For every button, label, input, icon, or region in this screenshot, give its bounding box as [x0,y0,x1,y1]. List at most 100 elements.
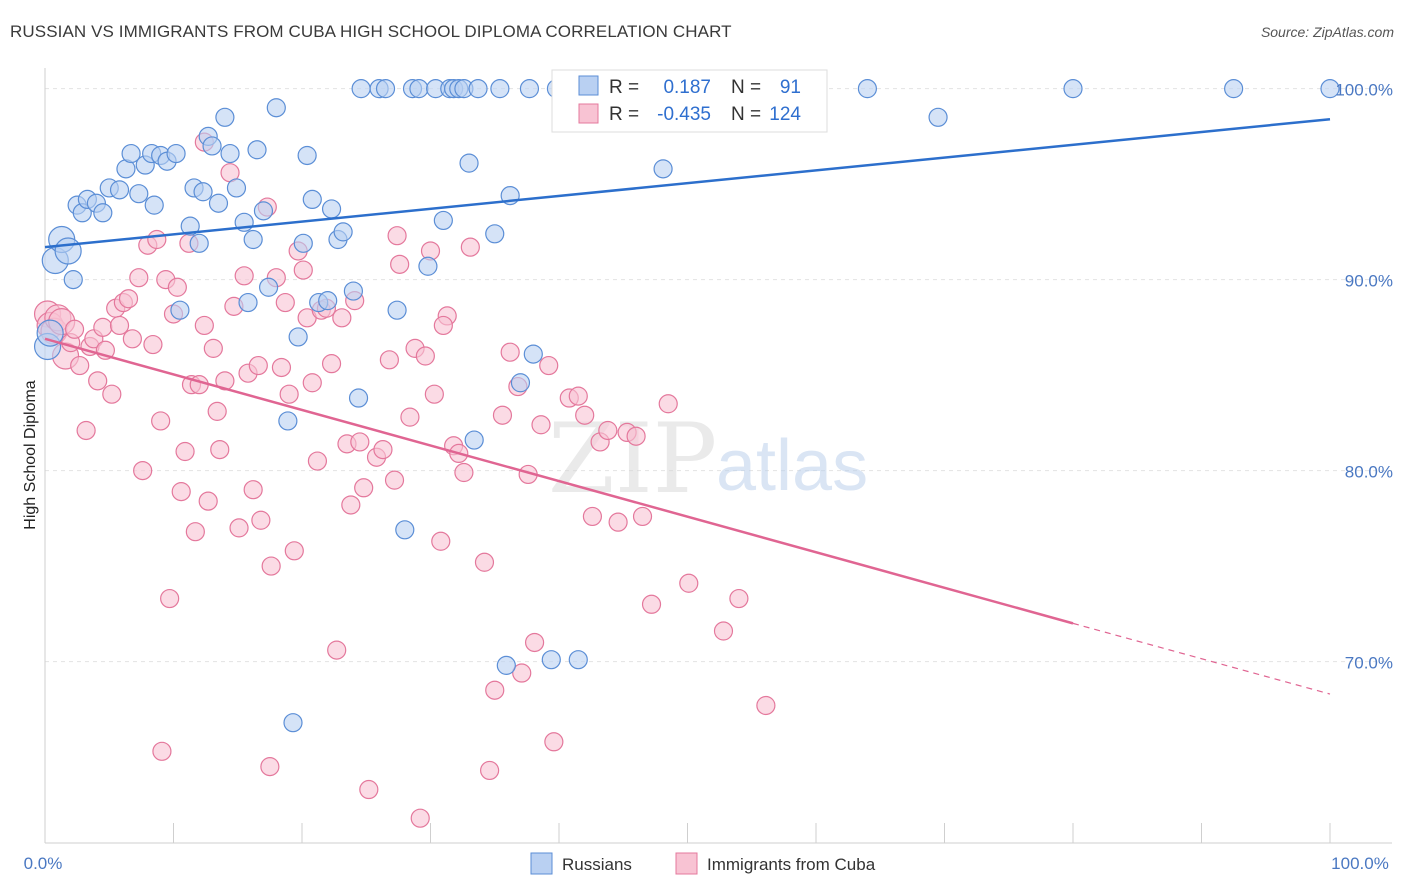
stats-n-value-russians: 91 [780,77,801,98]
cuba-point [424,384,444,404]
cuba-point [713,621,734,641]
cuba-point [102,384,122,404]
cuba-point [384,470,405,490]
cuba-point [129,268,149,288]
russians-point [496,655,516,675]
cuba-trend-line [44,337,1074,625]
russians-point [129,184,149,204]
russians-point [433,210,453,231]
russians-point [189,233,209,253]
russians-point [490,79,510,99]
russians-point [485,224,505,244]
russians-point [302,189,322,210]
russians-point [166,143,186,164]
russians-trend-line [44,117,1331,249]
cuba-point [284,541,304,561]
russians-point [351,79,371,99]
cuba-point [76,420,96,441]
russians-point [387,300,407,320]
russians-point [253,201,274,221]
russians-point [243,229,263,250]
cuba-point [354,478,374,498]
cuba-point [302,373,322,393]
russians-point [54,237,82,265]
russians-point [36,319,64,347]
cuba-point [492,405,513,425]
russians-point [1063,79,1083,99]
stats-n-label-russians: N = [731,77,761,98]
cuba-point [151,411,171,431]
cuba-point [608,512,628,532]
chart-title: RUSSIAN VS IMMIGRANTS FROM CUBA HIGH SCH… [10,22,732,41]
russians-point [144,195,164,215]
russians-point [857,79,878,99]
y-tick-label-0: 100.0% [1335,81,1393,100]
cuba-point [171,482,191,502]
russians-point [215,107,235,127]
cuba-point [415,346,435,366]
russians-point [283,713,303,733]
cuba-point [261,556,281,576]
cuba-trend-extension [1072,622,1331,695]
legend-swatch-cuba[interactable] [675,852,698,875]
cuba-point [575,405,595,425]
legend-label-cuba[interactable]: Immigrants from Cuba [707,855,876,874]
cuba-point [271,357,292,378]
russians-point [321,199,342,219]
cuba-point [147,229,167,250]
cuba-point [185,522,205,542]
cuba-point [460,237,480,257]
russians-point [93,203,113,223]
stats-r-label-cuba: R = [609,104,639,125]
cuba-point [454,462,474,483]
watermark-atlas: atlas [716,426,868,506]
russians-point [510,373,531,393]
russians-point [375,79,396,99]
russians-point [459,153,479,173]
russians-point [343,281,363,301]
cuba-point [373,439,393,460]
russians-point [266,98,286,118]
cuba-point [70,355,90,376]
cuba-point [293,260,313,280]
russians-point [333,222,353,242]
trend-lines [44,117,1331,695]
cuba-point [379,350,399,370]
cuba-point [410,808,430,828]
russians-point [180,216,200,236]
cuba-point [152,741,172,761]
cuba-point [626,426,646,446]
cuba-point [431,531,451,551]
russians-point [395,520,415,540]
russians-point [208,193,229,213]
russians-point [1320,79,1340,99]
cuba-point [109,315,130,336]
x-tick-label-max: 100.0% [1331,854,1389,873]
russians-point [288,327,308,347]
cuba-point [332,308,352,328]
russians-point [278,411,298,431]
cuba-point [175,441,195,462]
cuba-point [658,394,678,414]
cuba-point [387,226,407,246]
cuba-point [756,695,776,716]
russians-point [202,136,222,156]
cuba-point [260,757,280,777]
cuba-point [248,355,268,376]
cuba-point [160,588,180,609]
russians-point [121,143,141,164]
cuba-point [234,266,254,286]
cuba-point [641,594,662,614]
cuba-point [341,495,361,515]
legend-swatch-russians[interactable] [530,852,553,875]
legend-label-russians[interactable]: Russians [562,855,632,874]
stats-r-value-russians: 0.187 [663,77,711,98]
russians-point [226,178,247,198]
cuba-point [275,292,295,313]
cuba-point [251,510,271,530]
cuba-point [531,415,551,435]
axes [44,68,1392,844]
russians-point [170,300,190,320]
y-tick-label-3: 70.0% [1345,654,1393,673]
